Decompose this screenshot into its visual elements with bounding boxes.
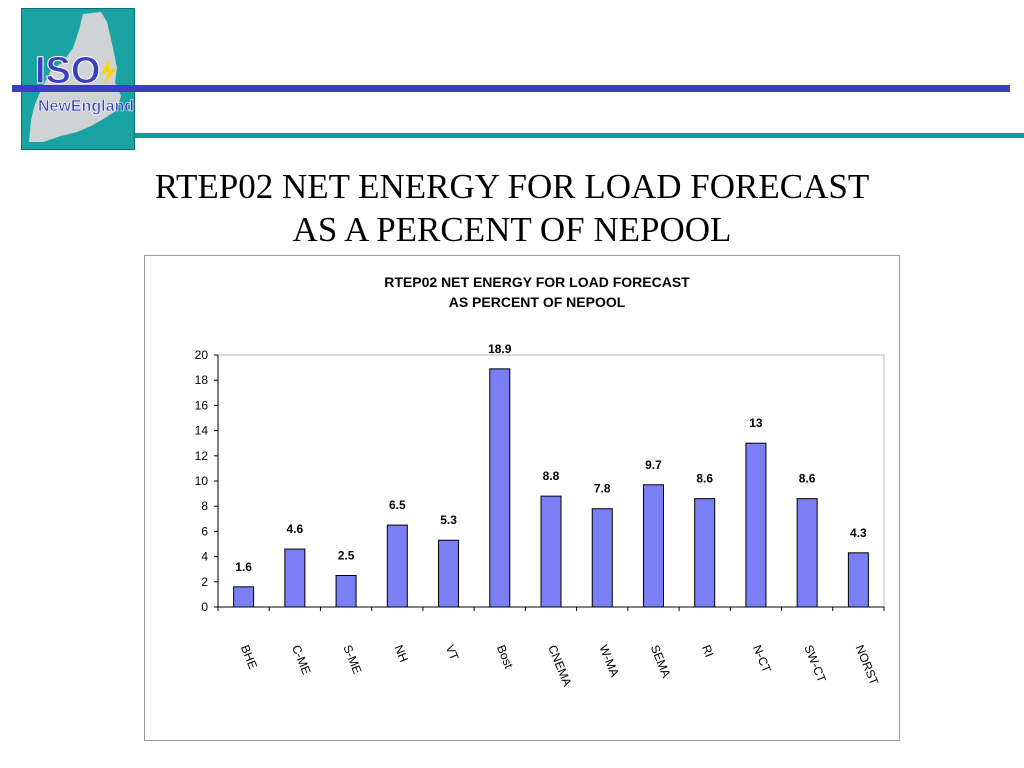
bar-CNEMA <box>540 495 562 608</box>
data-label: 4.6 <box>287 522 304 536</box>
data-label: 8.8 <box>543 469 560 483</box>
x-tick-label: BHE <box>238 643 260 671</box>
data-label: 8.6 <box>799 472 816 486</box>
data-label: 6.5 <box>389 498 406 512</box>
data-label: 2.5 <box>338 549 355 563</box>
y-tick-label: 4 <box>201 550 208 564</box>
bar-SEMA <box>642 484 664 608</box>
new-england-map-shape <box>29 12 121 142</box>
data-label: 18.9 <box>488 342 512 356</box>
y-tick-label: 0 <box>201 600 208 614</box>
bar-SW-CT <box>796 498 818 608</box>
lightning-bolt-icon <box>101 60 117 86</box>
header-rule-teal <box>135 133 1024 138</box>
data-label: 1.6 <box>235 560 252 574</box>
x-tick-label: RI <box>699 643 716 659</box>
bar-NORST <box>847 552 869 608</box>
bar-C-ME <box>284 548 306 608</box>
logo-graphic: ISO NewEngland <box>20 7 136 151</box>
bar-VT <box>438 539 460 608</box>
x-tick-label: W-MA <box>596 643 621 679</box>
chart-title-line-2: AS PERCENT OF NEPOOL <box>448 294 626 310</box>
y-tick-label: 10 <box>195 474 209 488</box>
x-tick-label: Bost <box>494 643 516 671</box>
x-tick-label: CNEMA <box>545 643 574 688</box>
data-label: 5.3 <box>440 513 457 527</box>
data-label: 4.3 <box>850 526 867 540</box>
logo-text-new-england: NewEngland <box>38 98 134 115</box>
y-tick-label: 12 <box>195 449 209 463</box>
bar-W-MA <box>591 508 613 608</box>
slide-title-line-1: RTEP02 NET ENERGY FOR LOAD FORECAST <box>154 167 870 206</box>
y-tick-label: 8 <box>201 499 208 513</box>
y-tick-label: 6 <box>201 524 208 538</box>
chart-frame <box>144 255 900 741</box>
y-tick-label: 18 <box>195 373 209 387</box>
chart-title: RTEP02 NET ENERGY FOR LOAD FORECAST AS P… <box>144 272 930 312</box>
x-tick-label: SEMA <box>648 643 674 680</box>
iso-new-england-logo: ISO NewEngland <box>20 7 136 151</box>
y-tick-label: 20 <box>195 348 209 362</box>
slide-title: RTEP02 NET ENERGY FOR LOAD FORECAST AS A… <box>0 165 1024 251</box>
x-tick-label: S-ME <box>340 643 364 676</box>
x-tick-label: C-ME <box>289 643 313 677</box>
header-rule-blue <box>12 85 1010 92</box>
data-label: 9.7 <box>645 458 662 472</box>
y-tick-label: 2 <box>201 575 208 589</box>
chart-title-line-1: RTEP02 NET ENERGY FOR LOAD FORECAST <box>384 274 690 290</box>
x-tick-label: SW-CT <box>801 643 829 685</box>
y-tick-label: 14 <box>195 424 209 438</box>
x-tick-label: NORST <box>853 643 882 688</box>
data-label: 13 <box>749 416 763 430</box>
bar-Bost <box>489 368 511 608</box>
bar-BHE <box>233 586 255 608</box>
y-tick-label: 16 <box>195 398 209 412</box>
bar-S-ME <box>335 575 357 608</box>
slide-title-line-2: AS A PERCENT OF NEPOOL <box>292 210 732 249</box>
x-tick-label: NH <box>392 643 411 664</box>
bar-N-CT <box>745 442 767 608</box>
x-tick-label: N-CT <box>750 643 774 675</box>
bar-NH <box>386 524 408 608</box>
x-tick-label: VT <box>443 643 462 663</box>
bar-RI <box>694 498 716 608</box>
data-label: 8.6 <box>696 472 713 486</box>
data-label: 7.8 <box>594 482 611 496</box>
